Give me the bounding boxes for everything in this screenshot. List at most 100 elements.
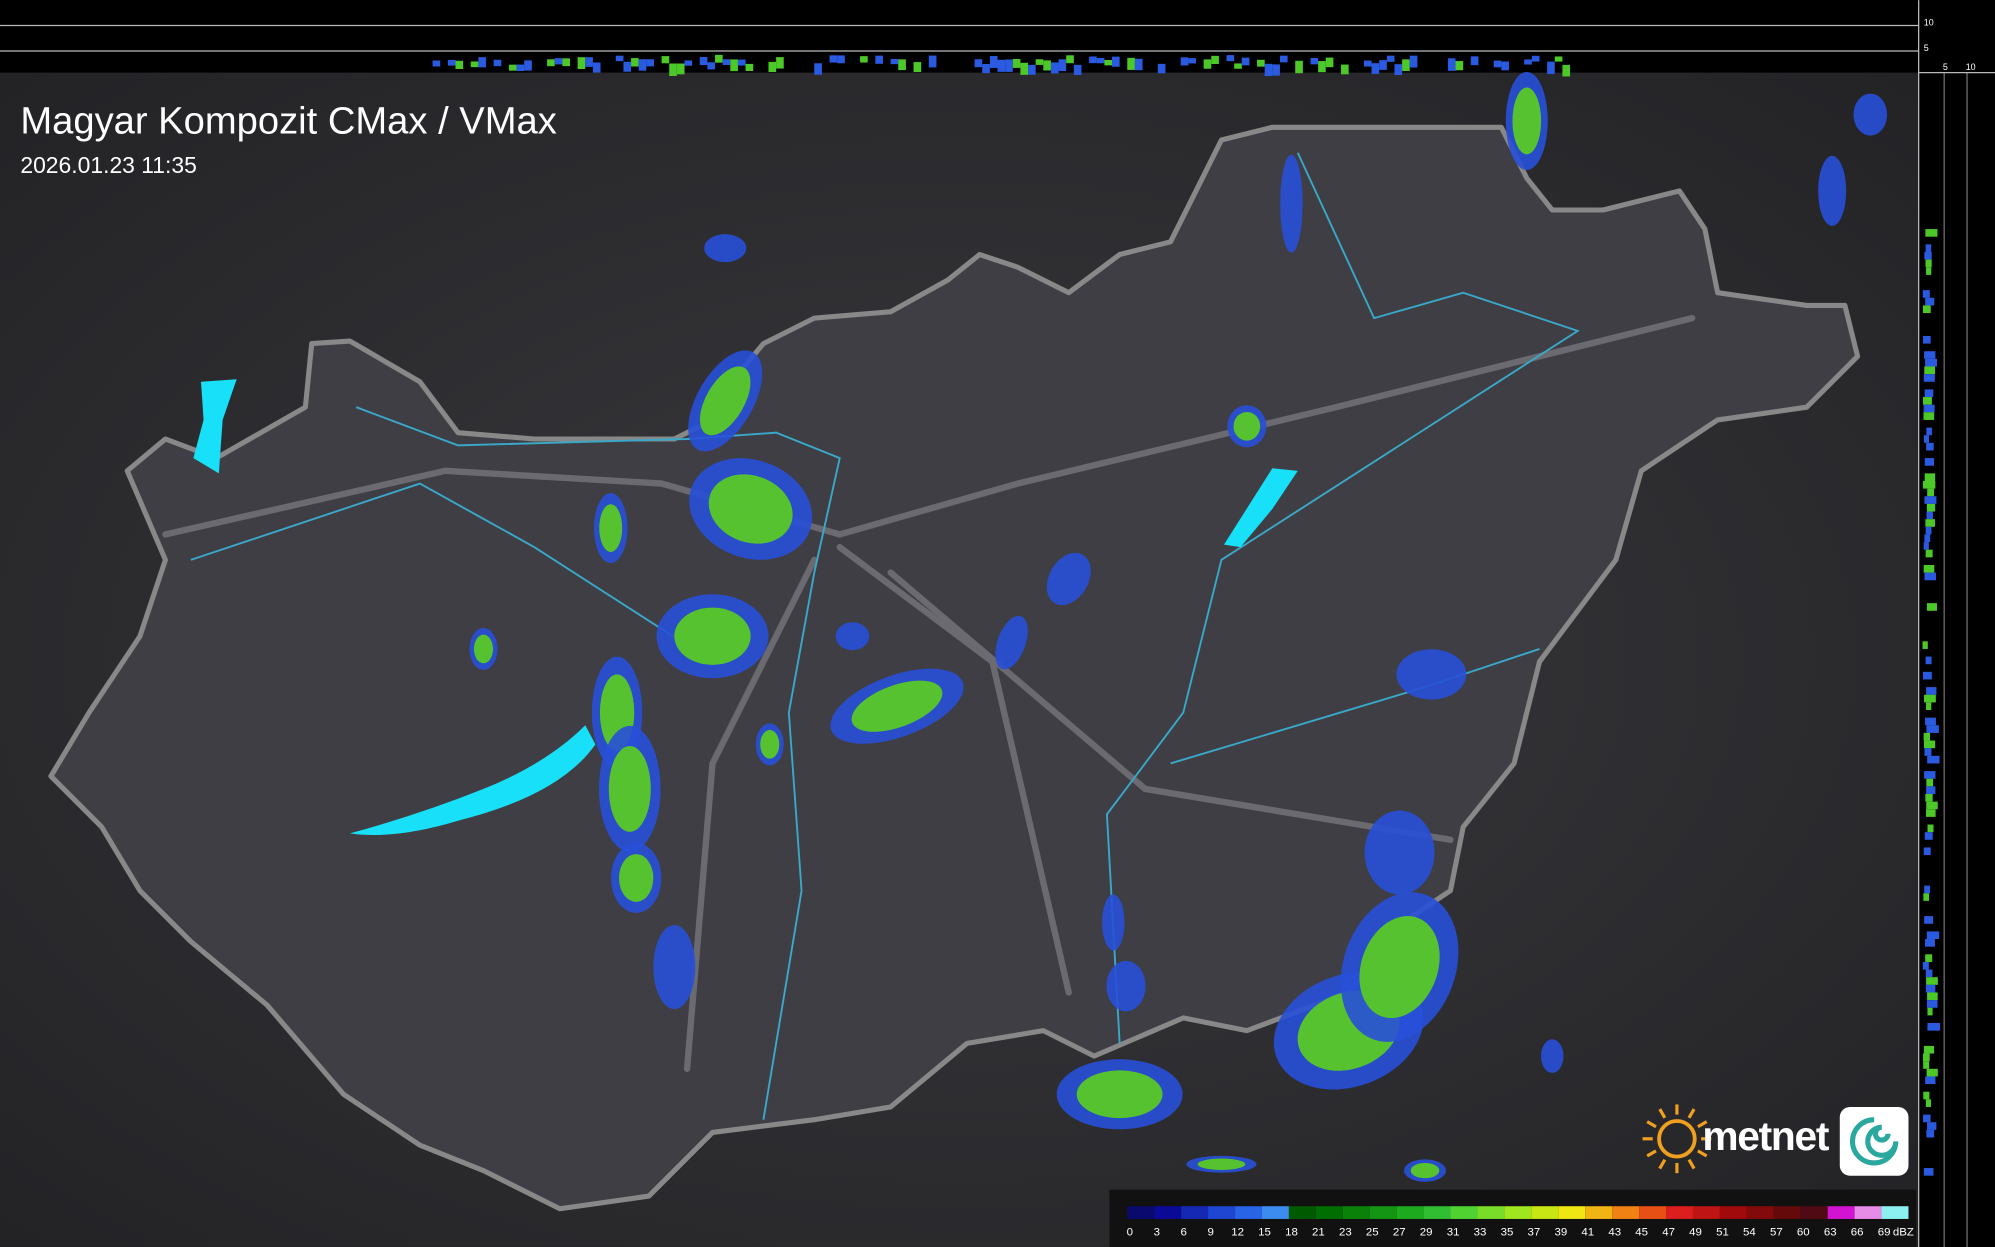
echo-strong	[1233, 411, 1261, 441]
profile-echo	[1501, 61, 1509, 71]
river-raba	[190, 482, 714, 663]
profile-echo	[508, 64, 517, 71]
profile-echo	[1394, 64, 1403, 76]
profile-echo	[1922, 305, 1931, 314]
profile-echo	[493, 59, 502, 67]
profile-echo	[547, 59, 555, 67]
profile-echo	[455, 60, 464, 69]
roads	[162, 314, 1696, 1072]
profile-echo	[1925, 809, 1936, 817]
profile-echo	[1925, 717, 1936, 726]
echo-weak	[995, 615, 1028, 670]
profile-echo	[1325, 57, 1334, 68]
legend-swatch	[1612, 1206, 1640, 1219]
legend-swatch	[1585, 1206, 1613, 1219]
profile-echo	[974, 59, 983, 68]
echo-strong	[618, 854, 654, 902]
profile-echo	[1134, 58, 1143, 71]
profile-echo	[631, 58, 639, 67]
profile-echo	[898, 59, 906, 71]
logo-sun	[1657, 1119, 1697, 1159]
legend-tick-label: 63	[1824, 1226, 1837, 1238]
legend-tick-label: 23	[1339, 1226, 1352, 1238]
profile-echo	[1926, 427, 1932, 436]
profile-echo	[913, 62, 922, 73]
legend-swatch	[1639, 1206, 1667, 1219]
profile-echo	[1272, 64, 1280, 76]
profile-echo	[1241, 57, 1250, 66]
profile-echo	[776, 57, 784, 69]
profile-echo	[1363, 60, 1372, 67]
profile-echo	[1926, 503, 1936, 512]
profile-echo	[1211, 55, 1219, 65]
profile-label: 5	[1924, 43, 1929, 53]
profile-echo	[1924, 473, 1936, 481]
legend-swatch	[1531, 1206, 1559, 1219]
profile-echo	[615, 55, 624, 62]
profile-echo	[1926, 931, 1940, 940]
profile-echo	[1926, 511, 1933, 520]
profile-echo	[1923, 412, 1935, 420]
legend-tick-label: 39	[1554, 1226, 1567, 1238]
logo: metnet	[1642, 1104, 1909, 1176]
echo-strong	[599, 504, 623, 552]
legend-tick-label: 21	[1312, 1226, 1325, 1238]
profile-echo	[1379, 60, 1387, 70]
profile-echo	[1925, 244, 1932, 252]
profile-echo	[1402, 59, 1410, 72]
profile-echo	[814, 63, 822, 75]
profile-echo	[860, 56, 868, 63]
profile-echo	[1012, 59, 1021, 68]
profile-label: 10	[1966, 62, 1976, 72]
profile-echo	[768, 61, 777, 73]
legend-tick-label: 15	[1258, 1226, 1271, 1238]
profile-echo	[684, 60, 693, 66]
profile-echo	[1924, 885, 1931, 894]
profile-echo	[722, 59, 731, 66]
logo-text: metnet	[1702, 1113, 1830, 1159]
profile-echo	[661, 56, 670, 64]
profile-echo	[1020, 62, 1029, 75]
echo-weak	[1541, 1039, 1564, 1073]
lake-balaton	[349, 725, 596, 836]
profile-echo	[1927, 488, 1935, 497]
profile-echo	[1554, 56, 1563, 62]
profile-echo	[1925, 969, 1933, 978]
echo-weak	[1364, 810, 1435, 895]
legend-tick-label: 66	[1851, 1226, 1864, 1238]
echo-strong	[1359, 916, 1440, 1019]
profile-echo	[646, 59, 654, 67]
legend-tick-label: 60	[1797, 1226, 1810, 1238]
profile-echo	[1927, 755, 1940, 764]
profile-echo	[1925, 954, 1933, 962]
profile-echo	[1924, 832, 1933, 840]
logo-ray	[1687, 1158, 1696, 1170]
legend-swatch	[1666, 1206, 1693, 1219]
profile-echo	[1226, 55, 1235, 62]
profile-echo	[1923, 1114, 1931, 1123]
logo-ray	[1658, 1108, 1667, 1119]
legend-tick-label: 9	[1207, 1226, 1213, 1238]
legend-swatch	[1504, 1206, 1532, 1219]
logo-icon	[1839, 1106, 1909, 1176]
profile-echo	[676, 63, 685, 75]
profile-echo	[890, 58, 899, 65]
legend-tick-label: 29	[1420, 1226, 1433, 1238]
profile-echo	[1234, 63, 1242, 69]
profile-echo	[1524, 59, 1532, 65]
profile-echo	[1925, 1076, 1936, 1085]
profile-echo	[1180, 57, 1189, 66]
profile-echo	[1924, 771, 1936, 779]
profile-echo	[875, 55, 883, 64]
legend-tick-label: 57	[1770, 1226, 1783, 1238]
profile-echo	[1455, 61, 1464, 71]
profile-echo	[745, 63, 754, 72]
profile-echo	[470, 61, 479, 68]
profile-echo	[989, 55, 998, 68]
profile-echo	[982, 63, 990, 74]
logo-ray	[1697, 1120, 1708, 1129]
river-danube	[355, 406, 841, 1120]
profile-echo	[1341, 64, 1349, 75]
profile-echo	[1927, 1122, 1937, 1130]
